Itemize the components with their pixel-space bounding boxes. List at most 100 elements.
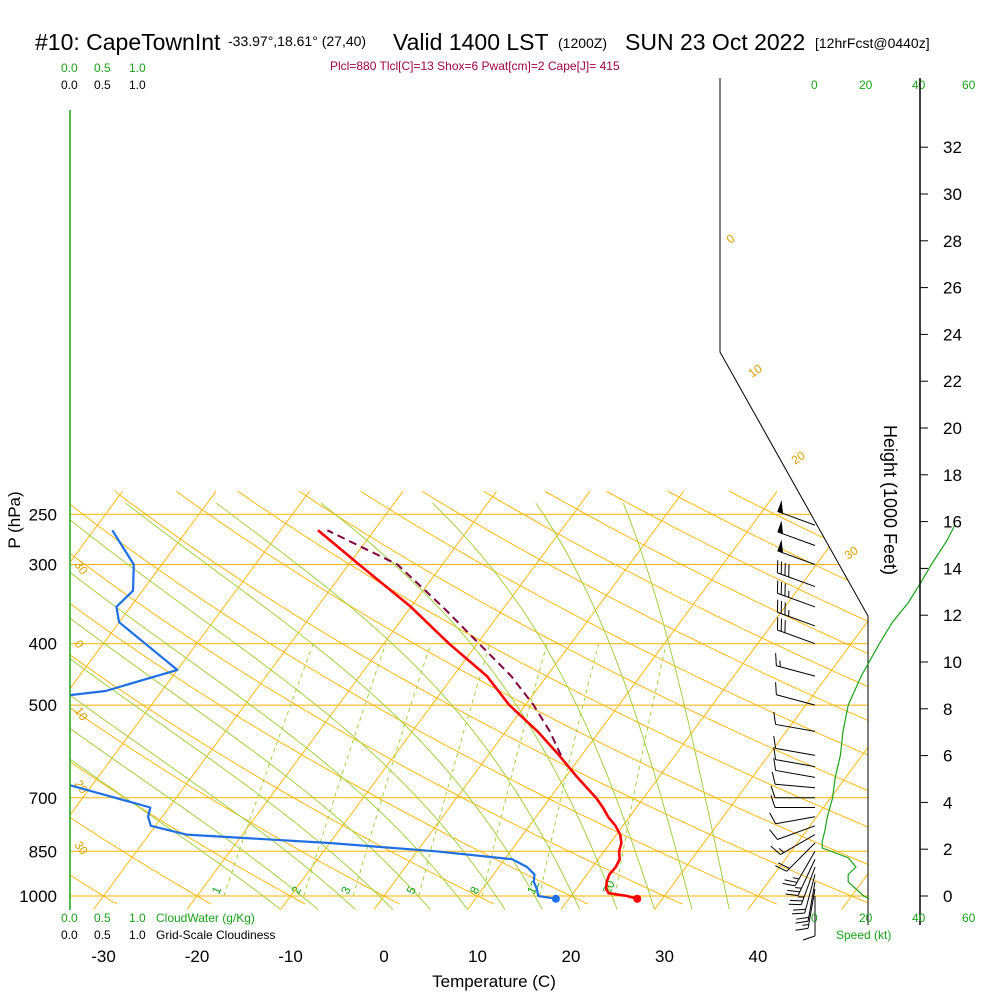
wind-barb-full (775, 865, 787, 872)
mixing-ratio-label: 3 (338, 884, 354, 896)
cloudiness-tick-bottom-1: 0.5 (94, 928, 111, 942)
cloudwater-tick-top-0: 0.0 (61, 61, 78, 75)
wind-barb (776, 599, 816, 627)
height-tick-label: 24 (943, 325, 962, 344)
x-axis-label: Temperature (C) (432, 972, 556, 991)
wind-barb (776, 560, 816, 588)
height-tick-label: 16 (943, 513, 962, 532)
height-tick-label: 0 (943, 887, 952, 906)
top-speed-scale: 0 20 40 60 (811, 78, 976, 92)
height-tick-label: 10 (943, 653, 962, 672)
wind-barb-shaft (775, 759, 816, 768)
dry-adiabat-line (70, 491, 118, 905)
moist-adiabat-line (70, 502, 394, 910)
mixing-ratio-line (614, 643, 667, 897)
wind-barb-full (773, 735, 777, 749)
height-tick-label: 12 (943, 606, 962, 625)
pressure-tick-label: 250 (29, 505, 57, 524)
wind-barb-full (785, 893, 799, 896)
wind-barb (770, 795, 815, 808)
isotherm-line (70, 491, 217, 910)
height-tick-label: 2 (943, 840, 952, 859)
wind-barb-full (770, 785, 776, 798)
wind-barb-shaft (777, 825, 816, 840)
isotherm-label: 30 (842, 543, 861, 562)
surface-temperature-dot (633, 894, 642, 903)
height-tick-label: 32 (943, 138, 962, 157)
wind-barb-shaft (775, 723, 816, 732)
wind-barb-full (793, 908, 806, 911)
wind-barb (775, 842, 816, 872)
x-tick-label: 10 (468, 947, 487, 966)
cloudwater-tick-bottom-1: 0.5 (94, 911, 111, 925)
wind-barb (782, 851, 816, 887)
pressure-tick-label: 700 (29, 789, 57, 808)
wind-barb-full (795, 920, 809, 924)
speed-label: Speed (kt) (836, 928, 891, 942)
wind-barb (776, 617, 816, 645)
wind-barb-full (782, 882, 796, 887)
cloudwater-tick-top-1: 0.5 (94, 61, 111, 75)
wind-barb (773, 735, 816, 756)
wind-barb-full (769, 812, 777, 824)
wind-speed-profile (821, 524, 956, 900)
dry-adiabat-line (70, 490, 589, 905)
wind-barb (775, 653, 816, 677)
wind-barb-shaft (807, 888, 816, 929)
dry-adiabat-line (70, 490, 400, 905)
cloudwater-tick-bottom-2: 1.0 (129, 911, 146, 925)
wind-barb-full (795, 927, 809, 931)
station-coords: -33.97°,18.61° (27,40) (228, 33, 366, 49)
mixing-ratio-line (303, 643, 387, 897)
wind-barb-flag (777, 520, 784, 534)
wind-barb (773, 757, 816, 778)
speed-tick-bottom-1: 20 (859, 911, 873, 925)
dry-adiabat-line (606, 490, 868, 905)
dry-adiabat-line (70, 491, 212, 905)
moist-adiabat-line (320, 502, 618, 910)
forecast-info: [12hrFcst@0440z] (815, 35, 930, 51)
height-tick-label: 6 (943, 747, 952, 766)
wind-barb-shaft (777, 531, 816, 546)
x-tick-label: 30 (655, 947, 674, 966)
wind-barb (777, 520, 816, 546)
cloudiness-tick-bottom-0: 0.0 (61, 928, 78, 942)
wind-barb (773, 711, 816, 732)
moist-adiabat-line (70, 502, 506, 910)
wind-barb-shaft (775, 747, 816, 756)
isotherm-line (0, 491, 29, 909)
wind-barb-shaft (776, 694, 816, 706)
pressure-tick-label: 400 (29, 635, 57, 654)
pressure-tick-label: 1000 (19, 887, 57, 906)
dry-adiabat-line (70, 490, 683, 905)
wind-barb (777, 539, 816, 565)
mixing-ratio-label: 8 (467, 884, 483, 896)
isotherm-line (93, 491, 404, 910)
wind-barb-flag (777, 500, 784, 514)
wind-barb-half (802, 923, 809, 926)
mixing-ratio-label: 20 (600, 878, 618, 896)
height-axis-label: Height (1000 Feet) (880, 425, 900, 575)
parcel-path (326, 529, 562, 756)
mixing-ratio-line (352, 643, 432, 897)
surface-dewpoint-dot (551, 894, 560, 903)
wind-barb (770, 785, 815, 799)
wind-barb (776, 580, 816, 608)
isotherm-line (747, 491, 868, 910)
wind-barb (769, 825, 816, 840)
wind-barb-flag (777, 539, 784, 553)
wind-barb (769, 812, 816, 825)
wind-barb (771, 771, 816, 789)
isotherm-label: 10 (746, 361, 765, 380)
wind-barb-shaft (777, 592, 816, 608)
moist-adiabat-line (70, 502, 431, 910)
isotherm-label: 20 (789, 448, 808, 467)
speed-tick-top-1: 20 (859, 78, 873, 92)
wind-barb-half (778, 847, 785, 853)
wind-barb-shaft (775, 769, 816, 778)
wind-barb-full (769, 829, 778, 840)
mixing-ratio-label: 2 (289, 884, 305, 896)
mixing-ratio-label: 1 (209, 884, 225, 896)
isotherm-line (560, 491, 868, 910)
x-tick-label: -10 (278, 947, 303, 966)
